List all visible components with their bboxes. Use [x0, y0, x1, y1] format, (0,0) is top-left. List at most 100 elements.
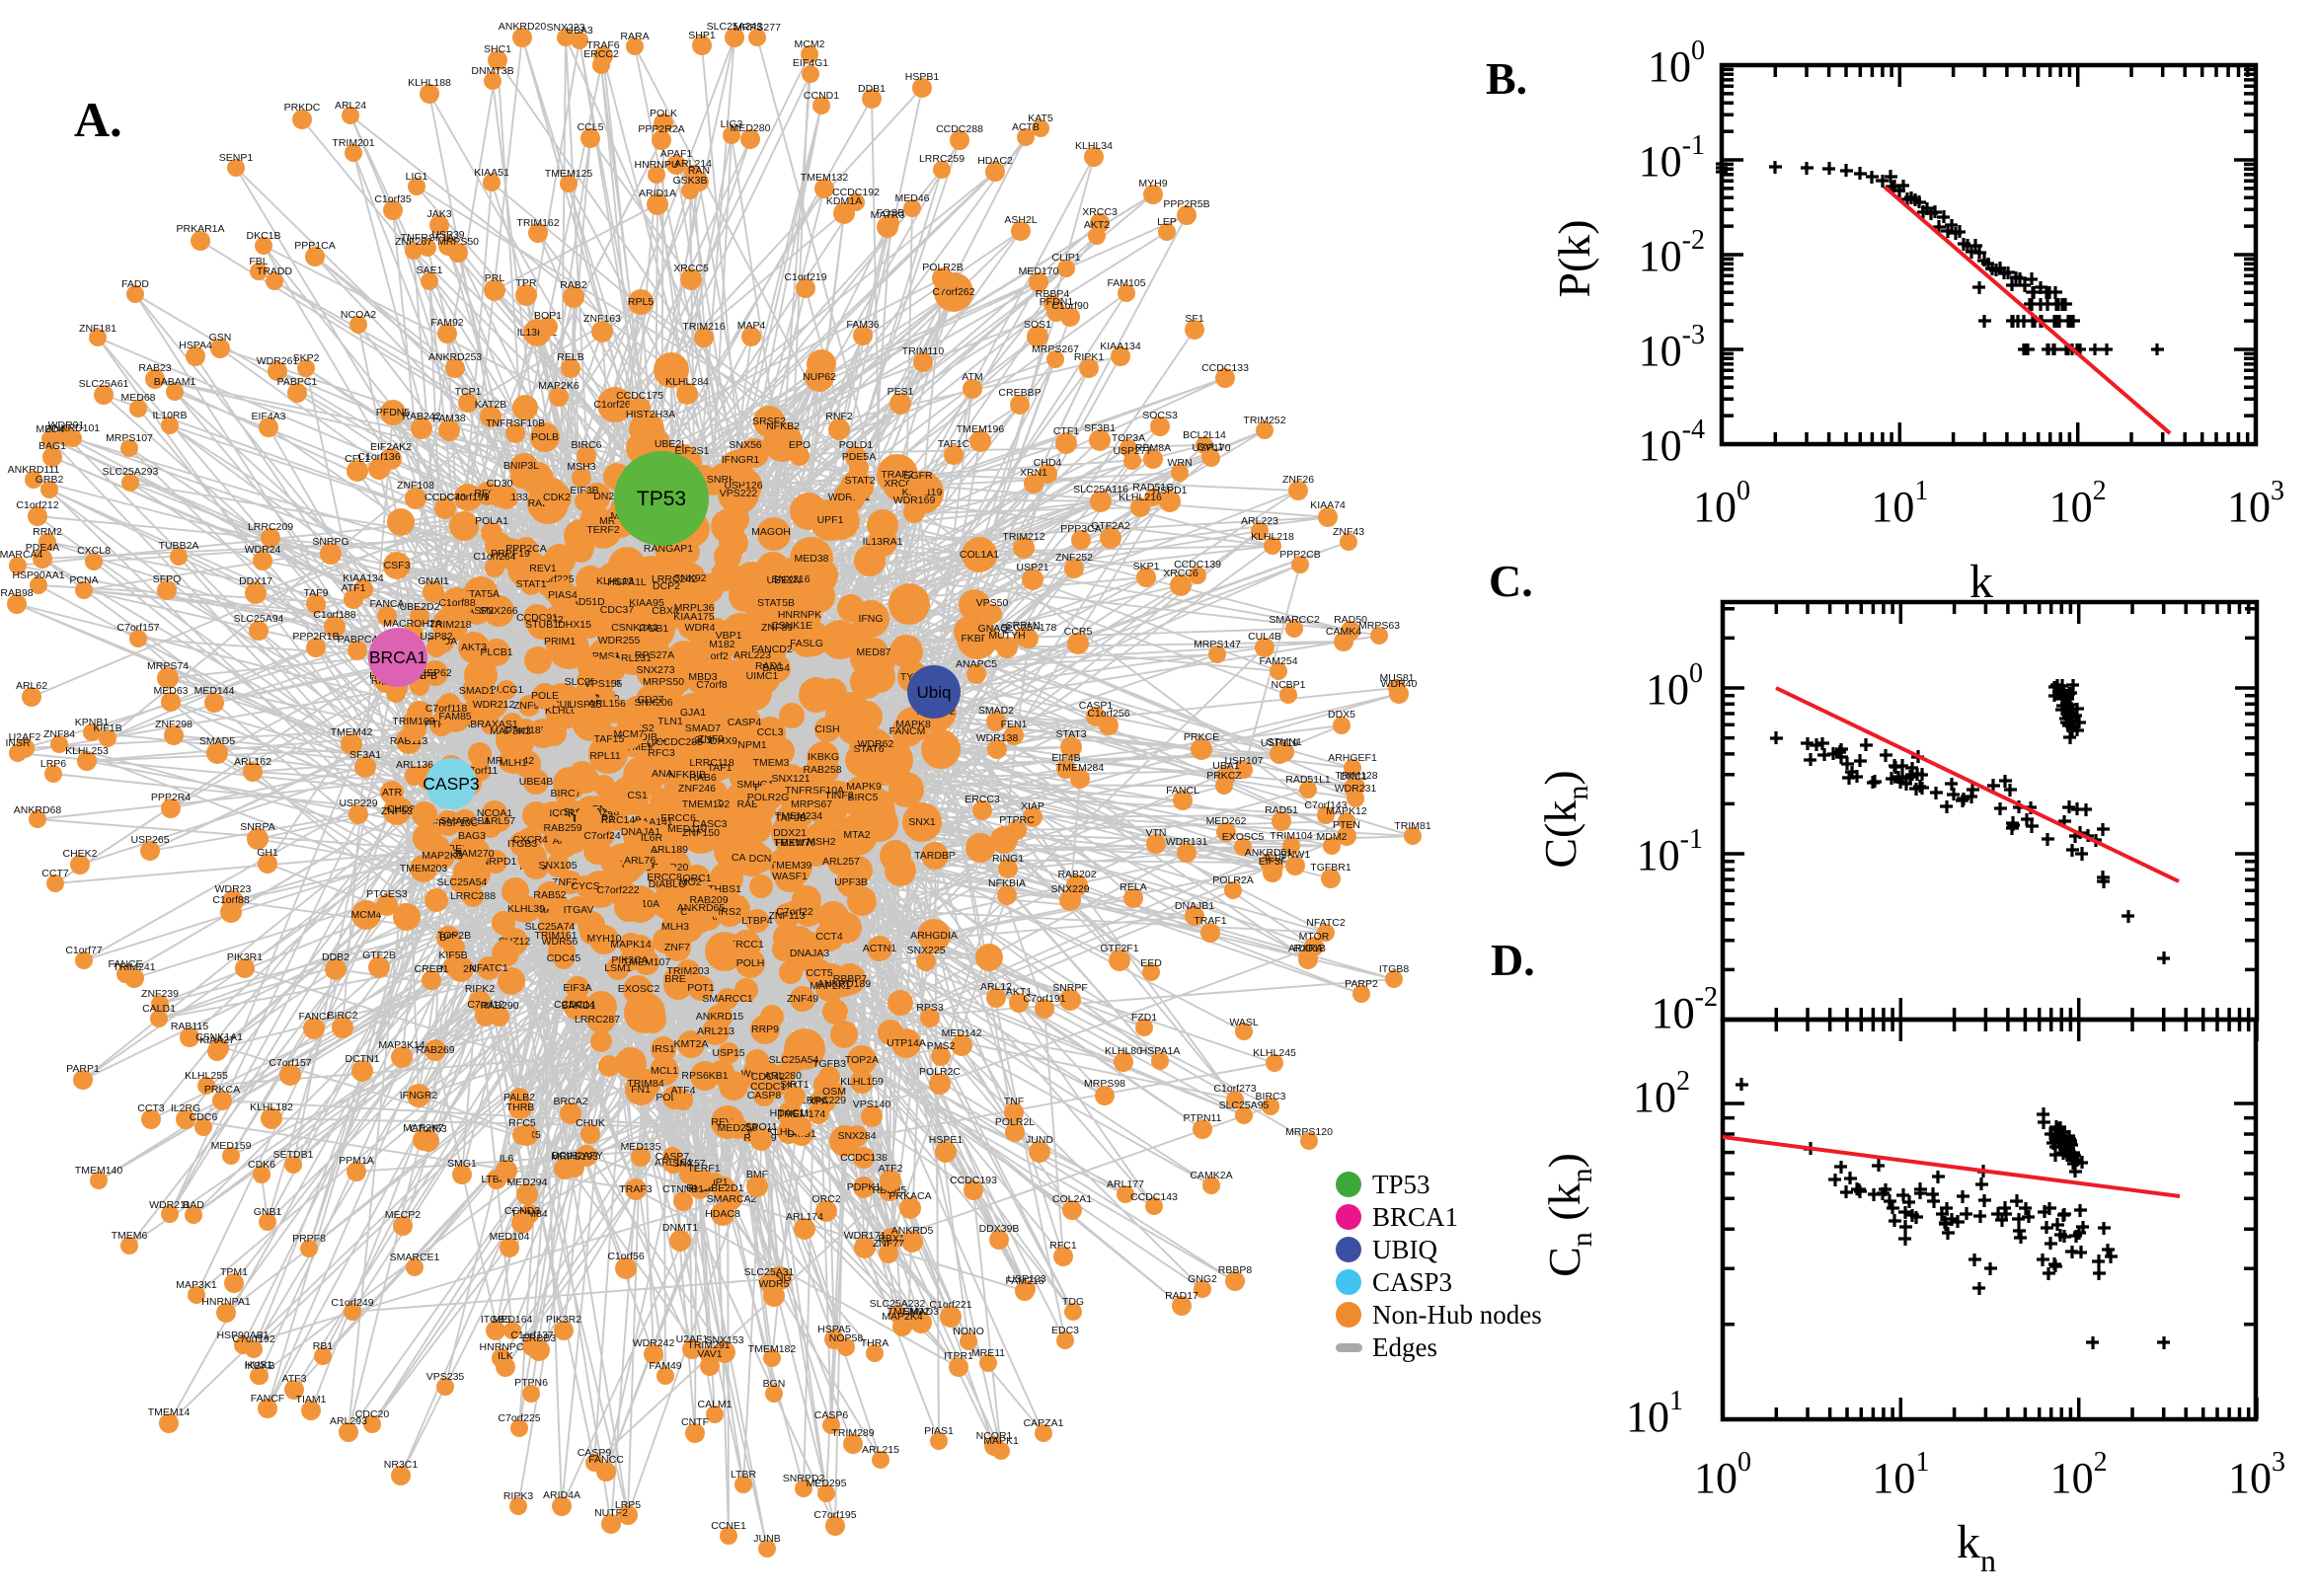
- svg-text:GNAQ: GNAQ: [978, 623, 1009, 635]
- svg-text:TNFRSF10A: TNFRSF10A: [785, 785, 844, 797]
- svg-text:RAB259: RAB259: [543, 822, 581, 834]
- svg-text:PIAS4: PIAS4: [548, 589, 578, 601]
- svg-text:TGFBR1: TGFBR1: [1310, 862, 1351, 874]
- svg-text:XRN1: XRN1: [1020, 467, 1047, 479]
- svg-text:C1orf273: C1orf273: [1213, 1083, 1256, 1095]
- svg-text:STAT1: STAT1: [515, 578, 546, 590]
- svg-text:TMEM42: TMEM42: [331, 726, 373, 738]
- svg-text:USP62: USP62: [419, 667, 451, 679]
- svg-text:MED135: MED135: [621, 1141, 661, 1153]
- svg-text:TNFRSF10B: TNFRSF10B: [486, 418, 545, 429]
- svg-text:MED280: MED280: [731, 122, 771, 134]
- svg-text:RBBP7: RBBP7: [833, 973, 868, 985]
- svg-text:RRM2: RRM2: [33, 526, 62, 538]
- svg-text:KLHL188: KLHL188: [408, 77, 451, 89]
- svg-text:USP170: USP170: [1192, 442, 1230, 454]
- svg-text:KAT5: KAT5: [1028, 113, 1053, 124]
- svg-text:CCNE1: CCNE1: [711, 1520, 746, 1532]
- svg-text:TMEM107: TMEM107: [623, 956, 671, 968]
- svg-text:MUS81: MUS81: [1379, 672, 1414, 684]
- svg-text:VPS235: VPS235: [426, 1371, 465, 1383]
- svg-text:BOP1: BOP1: [534, 310, 562, 322]
- svg-text:C7orf185: C7orf185: [503, 724, 546, 736]
- svg-text:USP119: USP119: [1261, 737, 1298, 749]
- svg-text:TRIM109: TRIM109: [392, 716, 434, 727]
- svg-text:USP107: USP107: [1224, 755, 1263, 767]
- svg-text:UBE2D2: UBE2D2: [400, 601, 440, 613]
- svg-text:FADD: FADD: [121, 278, 149, 290]
- svg-text:MACROH2A: MACROH2A: [383, 618, 442, 630]
- svg-text:PCNA: PCNA: [69, 574, 98, 586]
- svg-text:MED295: MED295: [807, 1478, 847, 1489]
- svg-text:FANCL: FANCL: [1166, 785, 1199, 797]
- svg-text:VTN: VTN: [1146, 827, 1167, 839]
- svg-text:ACTN1: ACTN1: [863, 943, 897, 954]
- svg-text:EIF3B: EIF3B: [570, 485, 598, 496]
- svg-text:TRIM162: TRIM162: [516, 217, 559, 229]
- svg-text:ZNF150: ZNF150: [682, 827, 720, 839]
- svg-text:RBBP4: RBBP4: [1036, 288, 1070, 300]
- svg-text:CASP3: CASP3: [423, 774, 479, 794]
- svg-text:WDR231: WDR231: [1335, 783, 1377, 795]
- svg-text:SNX216: SNX216: [771, 573, 810, 585]
- svg-text:RBX1: RBX1: [878, 1233, 905, 1245]
- svg-text:CCDC192: CCDC192: [832, 187, 880, 198]
- svg-text:LIG3: LIG3: [721, 118, 743, 130]
- svg-text:HDAC11: HDAC11: [770, 1107, 811, 1119]
- svg-text:ARL156: ARL156: [588, 698, 626, 710]
- svg-text:CASP4: CASP4: [728, 717, 762, 728]
- svg-text:HSPA1A: HSPA1A: [1140, 1045, 1181, 1057]
- svg-text:USP39: USP39: [431, 229, 464, 241]
- svg-text:RBBP8: RBBP8: [1218, 1264, 1253, 1276]
- svg-text:C1orf35: C1orf35: [374, 193, 412, 205]
- svg-text:CCDC193: CCDC193: [950, 1175, 997, 1186]
- svg-text:SLC25A293: SLC25A293: [103, 466, 159, 478]
- svg-text:ANAPC5: ANAPC5: [956, 658, 997, 670]
- svg-text:ERCC3: ERCC3: [965, 794, 1000, 805]
- svg-text:TMEM140: TMEM140: [75, 1165, 123, 1177]
- svg-text:TRAF1: TRAF1: [1194, 915, 1226, 927]
- svg-text:MRPS147: MRPS147: [1194, 639, 1241, 650]
- svg-text:CSNK2A1: CSNK2A1: [611, 622, 658, 634]
- svg-text:MLH3: MLH3: [661, 921, 689, 933]
- svg-text:XRCC5: XRCC5: [673, 263, 709, 274]
- svg-text:NFKBIB: NFKBIB: [668, 769, 706, 781]
- svg-text:XRCC3: XRCC3: [1082, 206, 1118, 218]
- svg-text:CHD3: CHD3: [387, 803, 416, 815]
- svg-text:ARL231: ARL231: [614, 652, 652, 664]
- svg-text:FZD1: FZD1: [1131, 1012, 1157, 1024]
- svg-text:MRPS63: MRPS63: [1358, 620, 1400, 632]
- svg-text:SLC25A178: SLC25A178: [1001, 622, 1057, 634]
- svg-text:BRCA1: BRCA1: [369, 647, 426, 667]
- svg-text:DVL1: DVL1: [1197, 441, 1223, 453]
- svg-text:NPM1: NPM1: [737, 739, 766, 751]
- svg-text:MYH9: MYH9: [1138, 178, 1167, 190]
- svg-text:CASP6: CASP6: [814, 1409, 849, 1421]
- svg-text:HSPA5: HSPA5: [817, 1324, 851, 1335]
- svg-text:WDR255: WDR255: [598, 635, 641, 646]
- svg-text:EIF4G1: EIF4G1: [793, 57, 828, 69]
- svg-text:EGFR: EGFR: [903, 470, 933, 482]
- svg-text:CCL5: CCL5: [578, 121, 604, 133]
- svg-text:ARL177: ARL177: [1107, 1178, 1144, 1190]
- svg-text:C7orf192: C7orf192: [232, 1333, 274, 1345]
- svg-text:ZNF84: ZNF84: [43, 728, 75, 740]
- svg-text:KLHL182: KLHL182: [250, 1102, 293, 1113]
- svg-text:MATR3: MATR3: [871, 209, 905, 221]
- svg-text:CCT5: CCT5: [806, 967, 833, 979]
- svg-text:TRIM212: TRIM212: [1002, 531, 1044, 543]
- svg-text:VAV1: VAV1: [697, 1348, 722, 1360]
- svg-text:TERF2: TERF2: [586, 524, 619, 536]
- svg-text:MBD3: MBD3: [688, 671, 717, 683]
- svg-text:RPS27A: RPS27A: [635, 649, 674, 661]
- svg-text:SNX92: SNX92: [673, 572, 706, 584]
- svg-text:NFKB2: NFKB2: [766, 420, 800, 432]
- svg-text:SMARCE1: SMARCE1: [390, 1252, 440, 1263]
- svg-text:CDC42: CDC42: [751, 1071, 786, 1083]
- svg-text:USP229: USP229: [339, 798, 377, 809]
- svg-text:FAM270: FAM270: [455, 848, 494, 860]
- svg-text:RAD51L1: RAD51L1: [1285, 774, 1331, 786]
- svg-text:BMF: BMF: [746, 1169, 768, 1180]
- svg-text:SNX223: SNX223: [546, 22, 584, 34]
- svg-text:UPF3B: UPF3B: [834, 876, 868, 888]
